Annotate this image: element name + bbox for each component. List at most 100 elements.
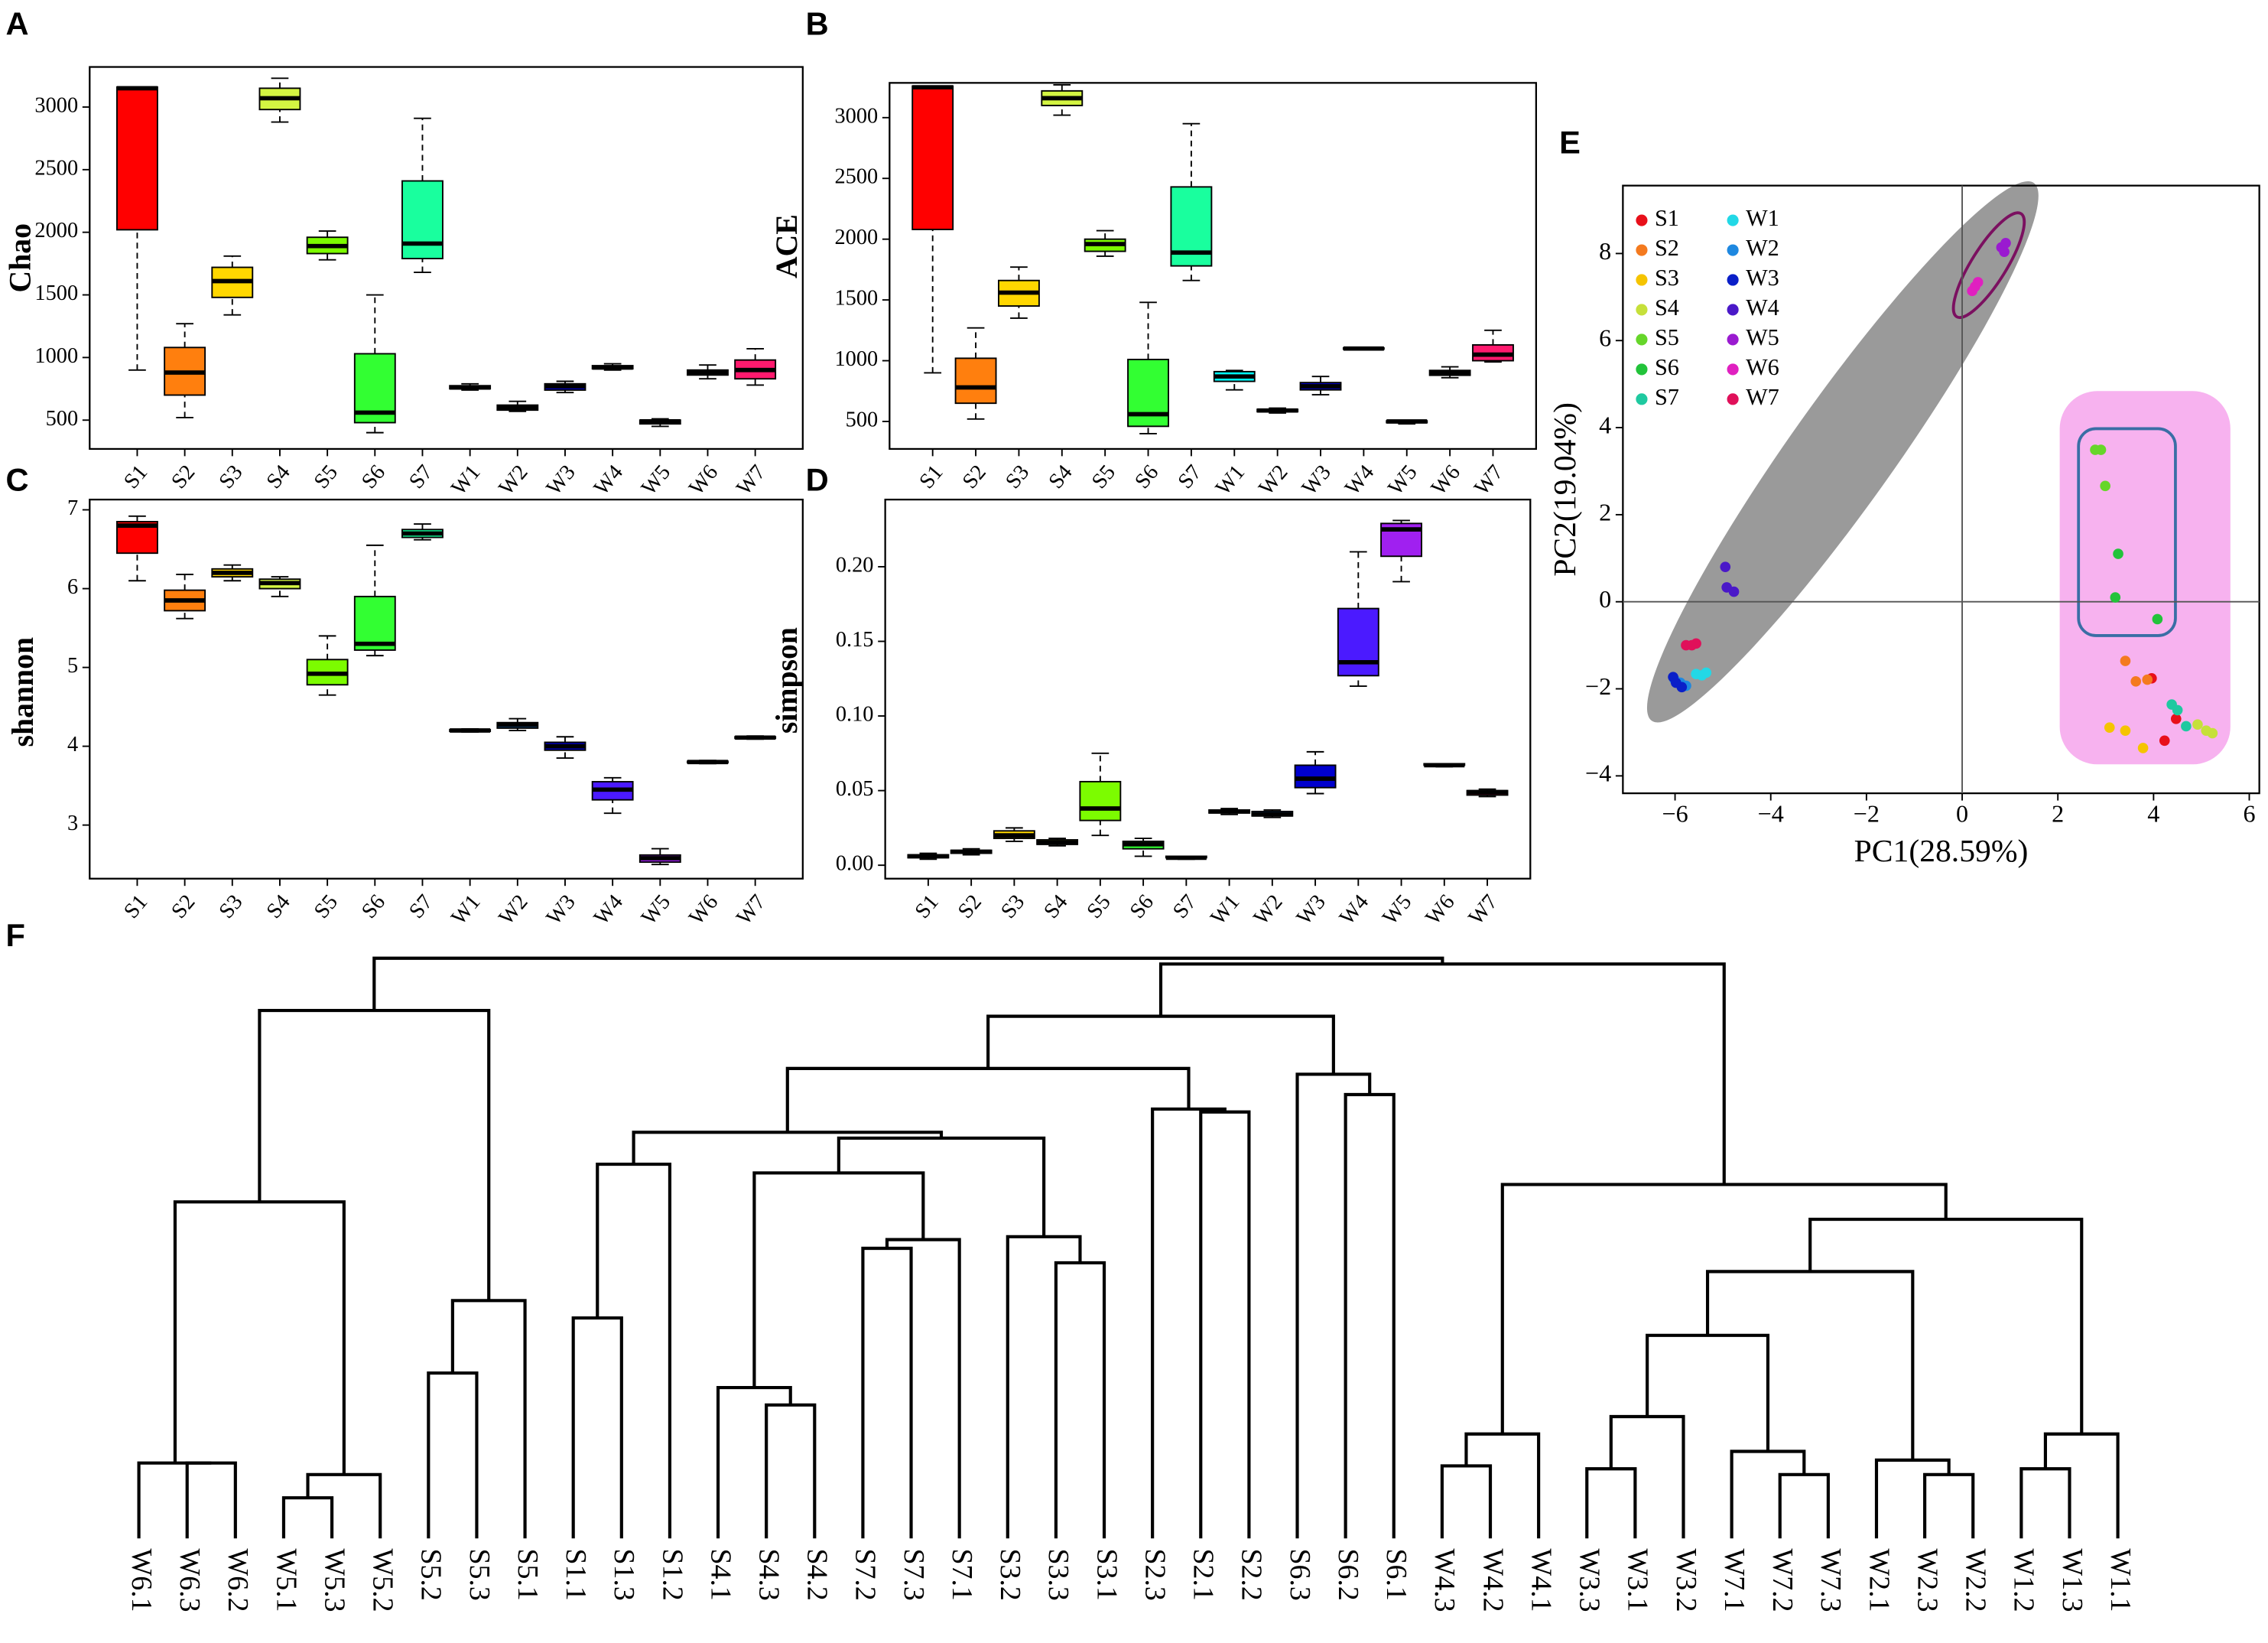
y-tick-label: 0.00 [836, 852, 874, 876]
x-tick-label: S2 [954, 890, 986, 923]
x-tick-label: S4 [262, 460, 295, 493]
y-tick-label: 2 [1599, 498, 1611, 525]
x-tick-label: W3 [542, 890, 580, 929]
leaf-label: W6.1 [125, 1549, 158, 1612]
x-tick-label: S5 [310, 460, 343, 493]
legend-marker [1727, 393, 1739, 405]
leaf-label: W5.2 [367, 1549, 399, 1612]
legend-label: W1 [1746, 205, 1779, 231]
dendrogram-link [1151, 1107, 1227, 1539]
x-axis-label: PC1(28.59%) [1854, 834, 2029, 869]
y-tick-label: −2 [1585, 672, 1611, 700]
legend-marker [1636, 304, 1648, 316]
y-tick-label: 3000 [34, 93, 78, 117]
dendrogram-link [1874, 1458, 1951, 1539]
dendrogram-link [185, 1461, 237, 1539]
dendrogram-link [281, 1496, 334, 1539]
x-tick-label: W5 [1383, 460, 1422, 499]
leaf-label: S7.1 [946, 1549, 978, 1601]
x-tick-label: W1 [1206, 890, 1244, 929]
dendrogram-link [837, 1136, 1046, 1237]
dendrogram-link [1500, 1183, 1948, 1434]
legend-marker [1727, 333, 1739, 346]
leaf-label: W1.1 [2104, 1549, 2136, 1612]
x-tick-label: −2 [1854, 800, 1880, 828]
dendrogram-link [752, 1171, 925, 1388]
box [954, 357, 997, 405]
dendrogram-link [1464, 1432, 1541, 1539]
y-tick-label: 500 [846, 408, 879, 432]
point [2000, 237, 2011, 249]
panel-letter: B [806, 6, 829, 42]
legend-label: S7 [1655, 384, 1679, 410]
cluster-box [2077, 427, 2177, 637]
dendrogram-link [1054, 1261, 1106, 1539]
dendrogram-link [1705, 1270, 1915, 1460]
legend-label: W2 [1746, 235, 1779, 261]
x-tick-label: W1 [1211, 460, 1249, 499]
x-tick-label: W7 [1464, 890, 1503, 929]
x-tick-label: S1 [915, 460, 948, 493]
x-tick-label: S6 [357, 890, 390, 923]
leaf-label: S1.3 [608, 1549, 640, 1601]
x-tick-label: W3 [542, 460, 580, 499]
point [2130, 676, 2142, 687]
plot-frame [884, 498, 1532, 880]
x-tick-label: S6 [1126, 890, 1158, 923]
y-tick-label: 2500 [34, 156, 78, 180]
point [1728, 586, 1740, 597]
leaf-label: S5.3 [463, 1549, 496, 1601]
legend-marker [1727, 363, 1739, 376]
dendrogram-link [1158, 962, 1726, 1185]
y-tick-label: 4 [1599, 411, 1611, 438]
point [1691, 638, 1701, 649]
box [1079, 780, 1122, 822]
x-tick-label: S3 [1001, 460, 1034, 493]
x-tick-label: −6 [1662, 800, 1688, 828]
x-tick-label: S5 [1087, 460, 1120, 493]
legend-marker [1727, 214, 1739, 226]
x-tick-label: W7 [732, 890, 770, 929]
point [2192, 719, 2203, 730]
x-tick-label: 4 [2147, 800, 2159, 828]
dendrogram-link [716, 1385, 792, 1539]
dendrogram-link [1295, 1072, 1372, 1539]
y-tick-label: 0.05 [836, 777, 874, 801]
legend-label: W7 [1746, 384, 1779, 410]
point [2110, 592, 2121, 603]
dendrogram-link [306, 1472, 382, 1539]
dendrogram-link [1585, 1467, 1637, 1539]
cluster-highlight [2059, 391, 2231, 765]
x-tick-label: W2 [495, 460, 533, 499]
panel-letter: D [806, 461, 829, 497]
x-tick-label: W7 [732, 460, 770, 499]
dendrogram-link [137, 1461, 212, 1539]
y-tick-label: 4 [67, 733, 78, 756]
leaf-label: W4.2 [1477, 1549, 1509, 1612]
dendrogram-link [885, 1238, 961, 1539]
box [1294, 764, 1337, 789]
leaf-label: W2.1 [1863, 1549, 1895, 1612]
legend-marker [1636, 393, 1648, 405]
x-tick-label: 2 [2052, 800, 2064, 828]
dendrogram-link [596, 1162, 672, 1539]
leaf-label: S2.2 [1236, 1549, 1268, 1601]
y-tick-label: 6 [67, 575, 78, 599]
x-tick-label: S3 [215, 460, 248, 493]
leaf-label: W1.3 [2056, 1549, 2088, 1612]
point [1999, 246, 2010, 257]
y-tick-label: 8 [1599, 237, 1611, 265]
point [1671, 677, 1682, 688]
point [2100, 480, 2110, 492]
legend-marker [1636, 363, 1648, 376]
x-tick-label: W4 [590, 460, 628, 499]
y-tick-label: 1500 [34, 281, 78, 305]
dendrogram-link [785, 1066, 1191, 1133]
dendrogram-link [1646, 1333, 1770, 1452]
y-tick-label: 2000 [834, 226, 878, 249]
x-tick-label: S5 [1083, 890, 1116, 923]
dendrogram-link [372, 956, 1444, 1011]
box [116, 86, 158, 231]
leaf-label: W6.3 [174, 1549, 206, 1612]
